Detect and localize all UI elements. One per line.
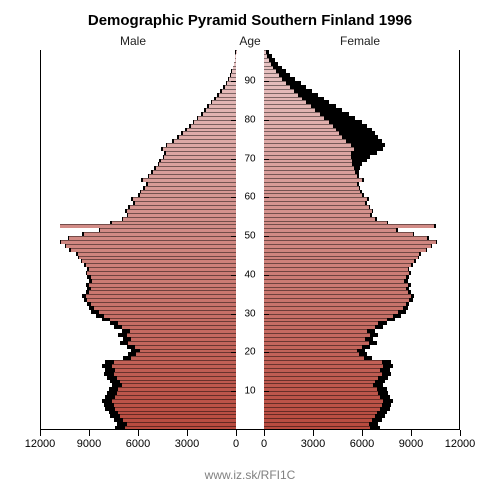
y-tick-label: 90 <box>238 76 262 87</box>
x-tick-label: 0 <box>261 438 267 450</box>
x-tick-label: 3000 <box>301 438 325 450</box>
female-label: Female <box>340 34 380 48</box>
y-tick-label: 30 <box>238 308 262 319</box>
y-tick-label: 70 <box>238 153 262 164</box>
x-tick-label: 6000 <box>350 438 374 450</box>
y-tick-label: 20 <box>238 347 262 358</box>
age-label: Age <box>239 34 260 48</box>
pyramid-chart: 120009000600030000030006000900012000 102… <box>40 50 460 430</box>
x-tick-label: 9000 <box>77 438 101 450</box>
y-tick-label: 60 <box>238 192 262 203</box>
chart-title: Demographic Pyramid Southern Finland 199… <box>0 12 500 29</box>
x-tick-label: 3000 <box>175 438 199 450</box>
x-tick-label: 12000 <box>445 438 476 450</box>
y-tick-label: 40 <box>238 269 262 280</box>
y-tick-label: 10 <box>238 386 262 397</box>
x-tick-label: 0 <box>233 438 239 450</box>
x-tick-label: 6000 <box>126 438 150 450</box>
footer-url: www.iz.sk/RFI1C <box>0 468 500 482</box>
x-tick-label: 12000 <box>25 438 56 450</box>
x-tick-label: 9000 <box>399 438 423 450</box>
male-label: Male <box>120 34 146 48</box>
y-tick-label: 80 <box>238 114 262 125</box>
y-tick-label: 50 <box>238 231 262 242</box>
